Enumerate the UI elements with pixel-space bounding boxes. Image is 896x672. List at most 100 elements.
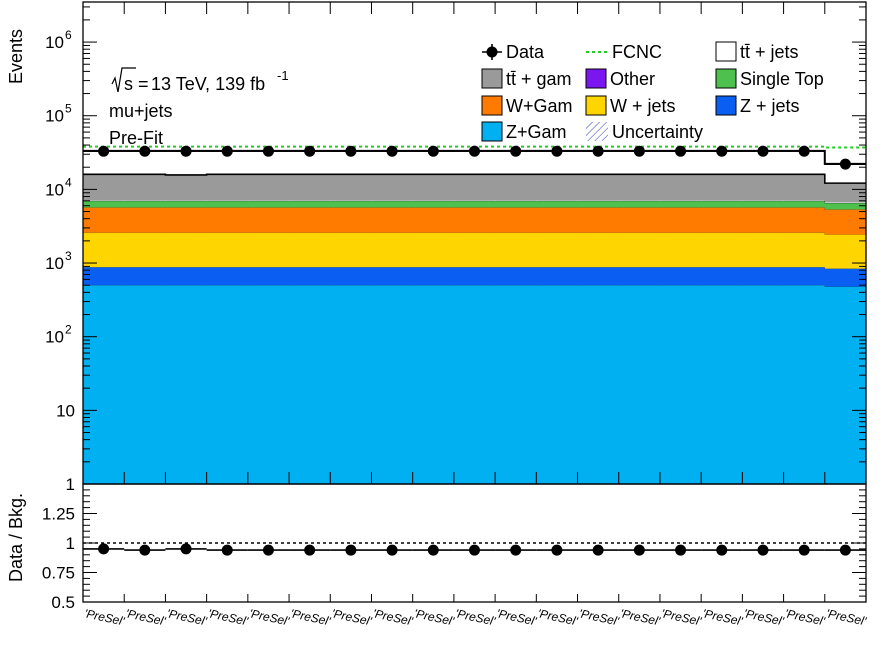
ratio-points xyxy=(83,542,866,556)
bar-8-bin-16 xyxy=(701,174,743,200)
annotation-block: s = 13 TeV, 139 fb -1 mu+jets Pre-Fit xyxy=(109,67,289,148)
ratio-point-4 xyxy=(221,544,233,556)
bar-2-bin-10 xyxy=(453,267,496,286)
ratio-point-9 xyxy=(427,544,439,556)
bar-2-bin-2 xyxy=(124,267,166,286)
legend-label-4: W+Gam xyxy=(506,96,573,116)
bar-3-bin-12 xyxy=(536,232,579,268)
fcnc-line xyxy=(83,145,866,149)
annotation-lumi-exponent: -1 xyxy=(277,68,289,83)
bar-8-bin-4 xyxy=(206,174,249,200)
bar-2-bin-9 xyxy=(412,267,455,286)
legend-label-fcnc: FCNC xyxy=(612,42,662,62)
bar-3-bin-18 xyxy=(783,232,826,268)
legend-label-uncertainty: Uncertainty xyxy=(612,122,703,142)
ratio-point-3 xyxy=(180,543,192,555)
bar-4-bin-14 xyxy=(618,207,661,233)
bar-3-bin-3 xyxy=(165,232,208,268)
y-tick-exponent-4: 4 xyxy=(65,175,72,189)
bar-3-bin-4 xyxy=(206,232,249,268)
bar-7-bin-18 xyxy=(783,199,826,201)
bar-5-bin-13 xyxy=(577,200,620,208)
data-point-8 xyxy=(386,145,398,157)
bar-7-bin-3 xyxy=(165,199,208,201)
bar-5-bin-3 xyxy=(165,200,208,208)
bar-8-bin-9 xyxy=(412,174,455,200)
y-tick-exponent-3: 3 xyxy=(65,249,72,263)
bar-7-bin-4 xyxy=(206,199,249,201)
bar-8-bin-2 xyxy=(124,174,166,200)
bar-5-bin-11 xyxy=(495,200,537,208)
bar-3-bin-13 xyxy=(577,232,620,268)
y-tick-exponent-5: 5 xyxy=(65,102,72,116)
bar-7-bin-5 xyxy=(247,199,290,201)
legend-label-2: Z + jets xyxy=(740,96,800,116)
bar-5-bin-12 xyxy=(536,200,579,208)
bar-4-bin-8 xyxy=(371,207,414,233)
bar-1-bin-7 xyxy=(330,285,372,484)
ratio-point-18 xyxy=(798,544,810,556)
bar-7-bin-11 xyxy=(495,199,537,201)
data-point-6 xyxy=(304,145,316,157)
bar-8-bin-3 xyxy=(165,174,208,200)
data-points xyxy=(83,145,866,170)
bar-4-bin-10 xyxy=(453,207,496,233)
bar-7-bin-16 xyxy=(701,199,743,201)
ratio-point-2 xyxy=(139,544,151,556)
ratio-point-8 xyxy=(386,544,398,556)
legend-uncertainty-swatch xyxy=(586,122,608,141)
bar-4-bin-2 xyxy=(124,207,166,233)
ratio-point-19 xyxy=(839,544,851,556)
bar-5-bin-8 xyxy=(371,200,414,208)
data-point-19 xyxy=(839,158,851,170)
bar-7-bin-8 xyxy=(371,199,414,201)
bar-2-bin-14 xyxy=(618,267,661,286)
bar-1-bin-14 xyxy=(618,285,661,484)
bar-1-bin-10 xyxy=(453,285,496,484)
legend-label-1: Z+Gam xyxy=(506,122,567,142)
legend-swatch-5 xyxy=(715,68,737,89)
bar-5-bin-16 xyxy=(701,200,743,208)
annotation-eq: = xyxy=(133,74,154,94)
bar-5-bin-17 xyxy=(742,200,785,208)
bar-8-bin-18 xyxy=(783,174,826,200)
y-tick-exponent-2: 2 xyxy=(65,323,72,337)
data-point-3 xyxy=(180,145,192,157)
bar-5-bin-4 xyxy=(206,200,249,208)
bar-4-bin-7 xyxy=(330,207,372,233)
bar-2-bin-5 xyxy=(247,267,290,286)
series-edge-1 xyxy=(83,284,866,287)
ratio-point-1 xyxy=(98,543,110,555)
ratio-point-11 xyxy=(510,544,522,556)
bar-5-bin-6 xyxy=(289,200,331,208)
bar-3-bin-17 xyxy=(742,232,785,268)
legend-swatch-4 xyxy=(481,95,503,116)
annotation-channel: mu+jets xyxy=(109,101,173,121)
legend-label-6: Other xyxy=(610,69,655,89)
bar-5-bin-10 xyxy=(453,200,496,208)
bar-4-bin-15 xyxy=(659,207,702,233)
bar-4-bin-13 xyxy=(577,207,620,233)
ratio-y-tick-label-2: 1 xyxy=(66,534,75,553)
y-tick-label-4: 10 xyxy=(45,180,64,199)
bar-4-bin-17 xyxy=(742,207,785,233)
data-point-14 xyxy=(633,145,645,157)
bar-5-bin-18 xyxy=(783,200,826,208)
bar-1-bin-11 xyxy=(495,285,537,484)
legend-swatch-6 xyxy=(585,68,607,89)
bar-2-bin-11 xyxy=(495,267,537,286)
bar-7-bin-12 xyxy=(536,199,579,201)
bar-1-bin-13 xyxy=(577,285,620,484)
bar-4-bin-6 xyxy=(289,207,331,233)
total-background-step xyxy=(83,173,866,184)
y-tick-label-2: 10 xyxy=(45,328,64,347)
ratio-point-14 xyxy=(633,544,645,556)
legend-swatch-3 xyxy=(585,95,607,116)
bar-5-bin-14 xyxy=(618,200,661,208)
y-tick-label-3: 10 xyxy=(45,254,64,273)
bar-8-bin-10 xyxy=(453,174,496,200)
bar-2-bin-12 xyxy=(536,267,579,286)
bar-4-bin-5 xyxy=(247,207,290,233)
ratio-y-ticks: 0.5 0.75 1 1.25 xyxy=(42,483,866,612)
bar-4-bin-4 xyxy=(206,207,249,233)
